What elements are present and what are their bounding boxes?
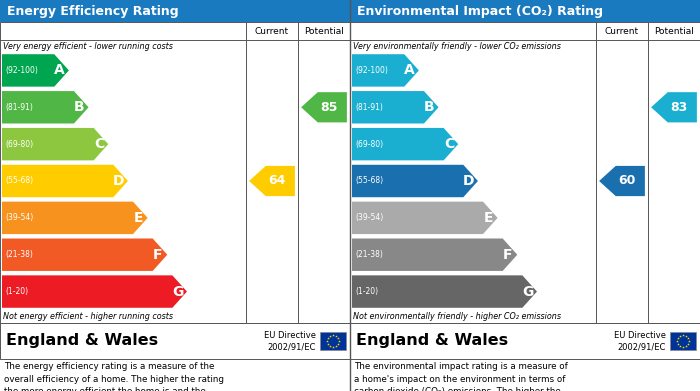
- Text: Potential: Potential: [654, 27, 694, 36]
- Bar: [0, 22, 350, 323]
- Text: Environmental Impact (CO₂) Rating: Environmental Impact (CO₂) Rating: [357, 5, 603, 18]
- Polygon shape: [2, 91, 89, 124]
- Bar: [350, 22, 700, 323]
- Polygon shape: [2, 54, 69, 87]
- Text: D: D: [113, 174, 125, 188]
- Text: Not energy efficient - higher running costs: Not energy efficient - higher running co…: [3, 312, 173, 321]
- Text: (92-100): (92-100): [355, 66, 388, 75]
- Text: 64: 64: [268, 174, 286, 188]
- Bar: [0, 323, 350, 359]
- Text: Current: Current: [255, 27, 289, 36]
- Text: EU Directive
2002/91/EC: EU Directive 2002/91/EC: [264, 331, 316, 352]
- Text: (39-54): (39-54): [5, 213, 34, 222]
- Polygon shape: [352, 165, 478, 197]
- Text: Very environmentally friendly - lower CO₂ emissions: Very environmentally friendly - lower CO…: [353, 42, 561, 51]
- Polygon shape: [352, 239, 517, 271]
- Text: England & Wales: England & Wales: [6, 334, 158, 348]
- Text: (69-80): (69-80): [5, 140, 33, 149]
- Text: (92-100): (92-100): [5, 66, 38, 75]
- Text: (21-38): (21-38): [5, 250, 33, 259]
- Text: (81-91): (81-91): [355, 103, 383, 112]
- Polygon shape: [2, 239, 167, 271]
- Polygon shape: [352, 128, 459, 160]
- Text: B: B: [424, 100, 435, 114]
- Bar: [0, 0, 350, 22]
- Text: Not environmentally friendly - higher CO₂ emissions: Not environmentally friendly - higher CO…: [353, 312, 561, 321]
- Text: 85: 85: [320, 101, 337, 114]
- Bar: [670, 332, 696, 350]
- Polygon shape: [352, 275, 537, 308]
- Text: (1-20): (1-20): [5, 287, 28, 296]
- Polygon shape: [651, 92, 697, 122]
- Text: Energy Efficiency Rating: Energy Efficiency Rating: [7, 5, 178, 18]
- Text: F: F: [153, 248, 162, 262]
- Text: D: D: [463, 174, 475, 188]
- Text: E: E: [484, 211, 493, 225]
- Text: (69-80): (69-80): [355, 140, 383, 149]
- Text: C: C: [444, 137, 454, 151]
- Polygon shape: [599, 166, 645, 196]
- Text: G: G: [172, 285, 183, 299]
- Polygon shape: [2, 165, 128, 197]
- Text: 60: 60: [618, 174, 636, 188]
- Text: (21-38): (21-38): [355, 250, 383, 259]
- Polygon shape: [2, 128, 108, 160]
- Bar: [350, 323, 700, 359]
- Polygon shape: [2, 275, 187, 308]
- Text: A: A: [404, 63, 415, 77]
- Text: The energy efficiency rating is a measure of the
overall efficiency of a home. T: The energy efficiency rating is a measur…: [4, 362, 224, 391]
- Text: (1-20): (1-20): [355, 287, 378, 296]
- Polygon shape: [2, 202, 148, 234]
- Polygon shape: [301, 92, 347, 122]
- Text: E: E: [134, 211, 143, 225]
- Text: B: B: [74, 100, 85, 114]
- Text: England & Wales: England & Wales: [356, 334, 508, 348]
- Text: F: F: [503, 248, 512, 262]
- Text: EU Directive
2002/91/EC: EU Directive 2002/91/EC: [614, 331, 666, 352]
- Text: C: C: [94, 137, 104, 151]
- Text: G: G: [522, 285, 533, 299]
- Text: Potential: Potential: [304, 27, 344, 36]
- Text: (39-54): (39-54): [355, 213, 384, 222]
- Text: (55-68): (55-68): [355, 176, 383, 185]
- Text: The environmental impact rating is a measure of
a home's impact on the environme: The environmental impact rating is a mea…: [354, 362, 568, 391]
- Polygon shape: [352, 54, 419, 87]
- Text: Current: Current: [605, 27, 639, 36]
- Text: Very energy efficient - lower running costs: Very energy efficient - lower running co…: [3, 42, 173, 51]
- Text: A: A: [54, 63, 65, 77]
- Text: 83: 83: [670, 101, 687, 114]
- Bar: [350, 0, 700, 22]
- Text: (81-91): (81-91): [5, 103, 33, 112]
- Polygon shape: [352, 202, 498, 234]
- Polygon shape: [249, 166, 295, 196]
- Text: (55-68): (55-68): [5, 176, 33, 185]
- Bar: [320, 332, 346, 350]
- Polygon shape: [352, 91, 439, 124]
